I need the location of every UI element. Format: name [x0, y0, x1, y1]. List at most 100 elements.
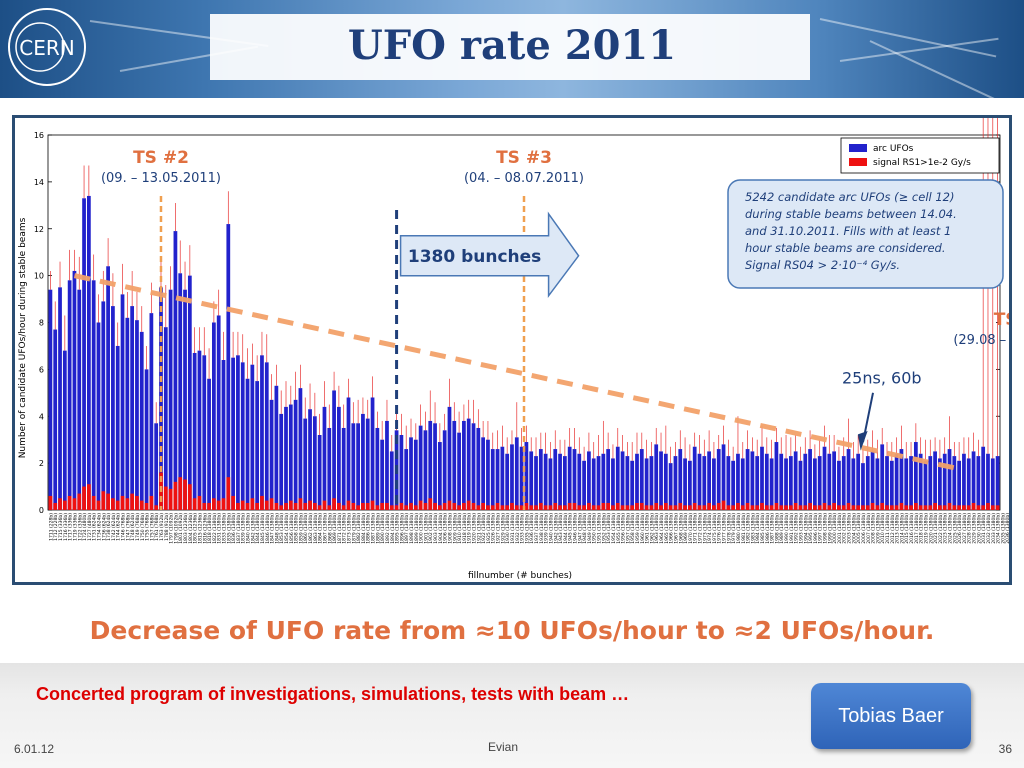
- x-tick-label: 1844 (1380b): [255, 513, 261, 544]
- ufo-bar: [822, 446, 827, 510]
- ufo-bar: [846, 449, 851, 510]
- signal-bar: [962, 505, 966, 510]
- x-tick-label: 1948 (1380b): [582, 513, 588, 544]
- x-tick-label: 1977 (1380b): [722, 513, 728, 544]
- ufo-bar: [774, 442, 779, 510]
- signal-bar: [341, 505, 346, 510]
- signal-bar: [625, 505, 630, 510]
- x-tick-label: 1742 (624b): [111, 513, 117, 541]
- signal-bar: [923, 505, 928, 510]
- signal-bar: [173, 481, 178, 510]
- x-tick-label: 1979 (1380b): [731, 513, 737, 544]
- x-tick-label: 2003 (1380b): [847, 513, 853, 544]
- signal-bar: [389, 505, 394, 510]
- ufo-bar: [639, 449, 644, 510]
- ufo-bar: [322, 406, 327, 510]
- x-tick-label: 1918 (1380b): [462, 513, 468, 544]
- ufo-bar: [538, 449, 543, 510]
- signal-bar: [620, 505, 625, 510]
- ufo-bar: [135, 320, 139, 510]
- x-tick-label: 1902 (1380b): [428, 513, 434, 544]
- x-tick-label: 2033 (1380b): [991, 513, 997, 544]
- ufo-bar: [115, 345, 120, 510]
- ufo-bar: [125, 317, 130, 510]
- x-tick-label: 1933 (1380b): [520, 513, 526, 544]
- signal-bar: [779, 505, 784, 510]
- ufo-bar: [82, 198, 86, 510]
- x-tick-label: 1997 (1380b): [818, 513, 824, 544]
- y-tick-label: 8: [39, 319, 44, 328]
- x-tick-label: 1930 (1380b): [505, 513, 511, 544]
- x-tick-label: 1910 (1380b): [457, 513, 463, 544]
- x-tick-label: 1906 (1380b): [443, 513, 449, 544]
- x-tick-label: 1744 (624b): [116, 513, 122, 541]
- ufo-bar: [885, 456, 889, 510]
- x-tick-label: 1879 (1380b): [351, 513, 357, 544]
- ufo-bar: [466, 418, 471, 510]
- signal-bar: [279, 505, 284, 510]
- x-tick-label: 1999 (1380b): [827, 513, 833, 544]
- x-tick-label: 1854 (1380b): [284, 513, 290, 544]
- ufo-bar: [861, 463, 865, 510]
- footer-date: 6.01.12: [14, 742, 55, 756]
- x-tick-label: 1899 (1380b): [414, 513, 420, 544]
- ufo-bar: [707, 451, 711, 510]
- x-tick-label: 1872 (1380b): [342, 513, 348, 544]
- ufo-bar: [120, 294, 125, 510]
- signal-bar: [231, 495, 235, 510]
- ns25-arrow-head: [857, 431, 868, 451]
- ufo-bar: [423, 430, 428, 510]
- x-tick-label: 2001 (1380b): [837, 513, 843, 544]
- signal-bar: [942, 505, 947, 510]
- ufo-bar: [442, 430, 447, 510]
- x-tick-label: 1840 (1380b): [246, 513, 252, 544]
- signal-bar: [72, 498, 77, 510]
- x-tick-label: 2018 (1380b): [919, 513, 925, 544]
- x-tick-label: 1716 (336b): [63, 513, 69, 541]
- x-tick-label: 2026 (1380b): [957, 513, 963, 544]
- ufo-bar: [649, 456, 654, 510]
- signal-bar: [361, 502, 365, 510]
- signal-bar: [351, 502, 356, 510]
- bunches-label: 1380 bunches: [408, 247, 541, 267]
- x-tick-label: 1842 (1380b): [250, 513, 256, 544]
- ufo-bar: [187, 275, 192, 510]
- x-tick-label: 2027 (1380b): [962, 513, 968, 544]
- ufo-bar: [212, 322, 216, 510]
- signal-bar: [236, 502, 240, 510]
- ufo-bar: [192, 352, 197, 510]
- ufo-bar: [341, 427, 346, 510]
- x-tick-label: 2007 (1380b): [866, 513, 872, 544]
- x-tick-label: 1908 (1380b): [447, 513, 453, 544]
- x-tick-label: 1940 (1380b): [548, 513, 554, 544]
- signal-bar: [846, 502, 851, 510]
- x-tick-label: 2020 (1380b): [928, 513, 934, 544]
- x-tick-label: 1749 (768b): [135, 513, 141, 541]
- x-tick-label: 1894 (1380b): [390, 513, 396, 544]
- ufo-bar: [495, 449, 500, 510]
- ufo-bar: [913, 442, 918, 510]
- x-tick-label: 1731 (624b): [92, 513, 98, 541]
- x-tick-label: 1965 (1380b): [664, 513, 670, 544]
- x-tick-label: 1991 (1380b): [789, 513, 795, 544]
- signal-bar: [712, 505, 716, 510]
- ufo-bar: [130, 306, 135, 510]
- ts-dates: (09. – 13.05.2011): [101, 171, 221, 186]
- x-tick-label: 1956 (1380b): [621, 513, 627, 544]
- ufo-bar: [409, 437, 413, 510]
- ufo-bar: [683, 458, 687, 510]
- x-tick-label: 1926 (1380b): [491, 513, 497, 544]
- signal-bar: [803, 505, 808, 510]
- x-tick-label: 1738 (624b): [106, 513, 112, 541]
- ts-label: TS #3: [496, 148, 552, 168]
- signal-bar: [437, 505, 442, 510]
- signal-bar: [207, 502, 211, 510]
- ufo-bar: [962, 453, 966, 510]
- signal-bar: [212, 498, 216, 510]
- signal-bar: [813, 505, 817, 510]
- ufo-bar: [500, 446, 505, 510]
- ufo-bar: [880, 444, 885, 510]
- signal-bar: [447, 500, 452, 510]
- x-tick-label: 1942 (1380b): [553, 513, 559, 544]
- y-tick-label: 10: [34, 272, 44, 281]
